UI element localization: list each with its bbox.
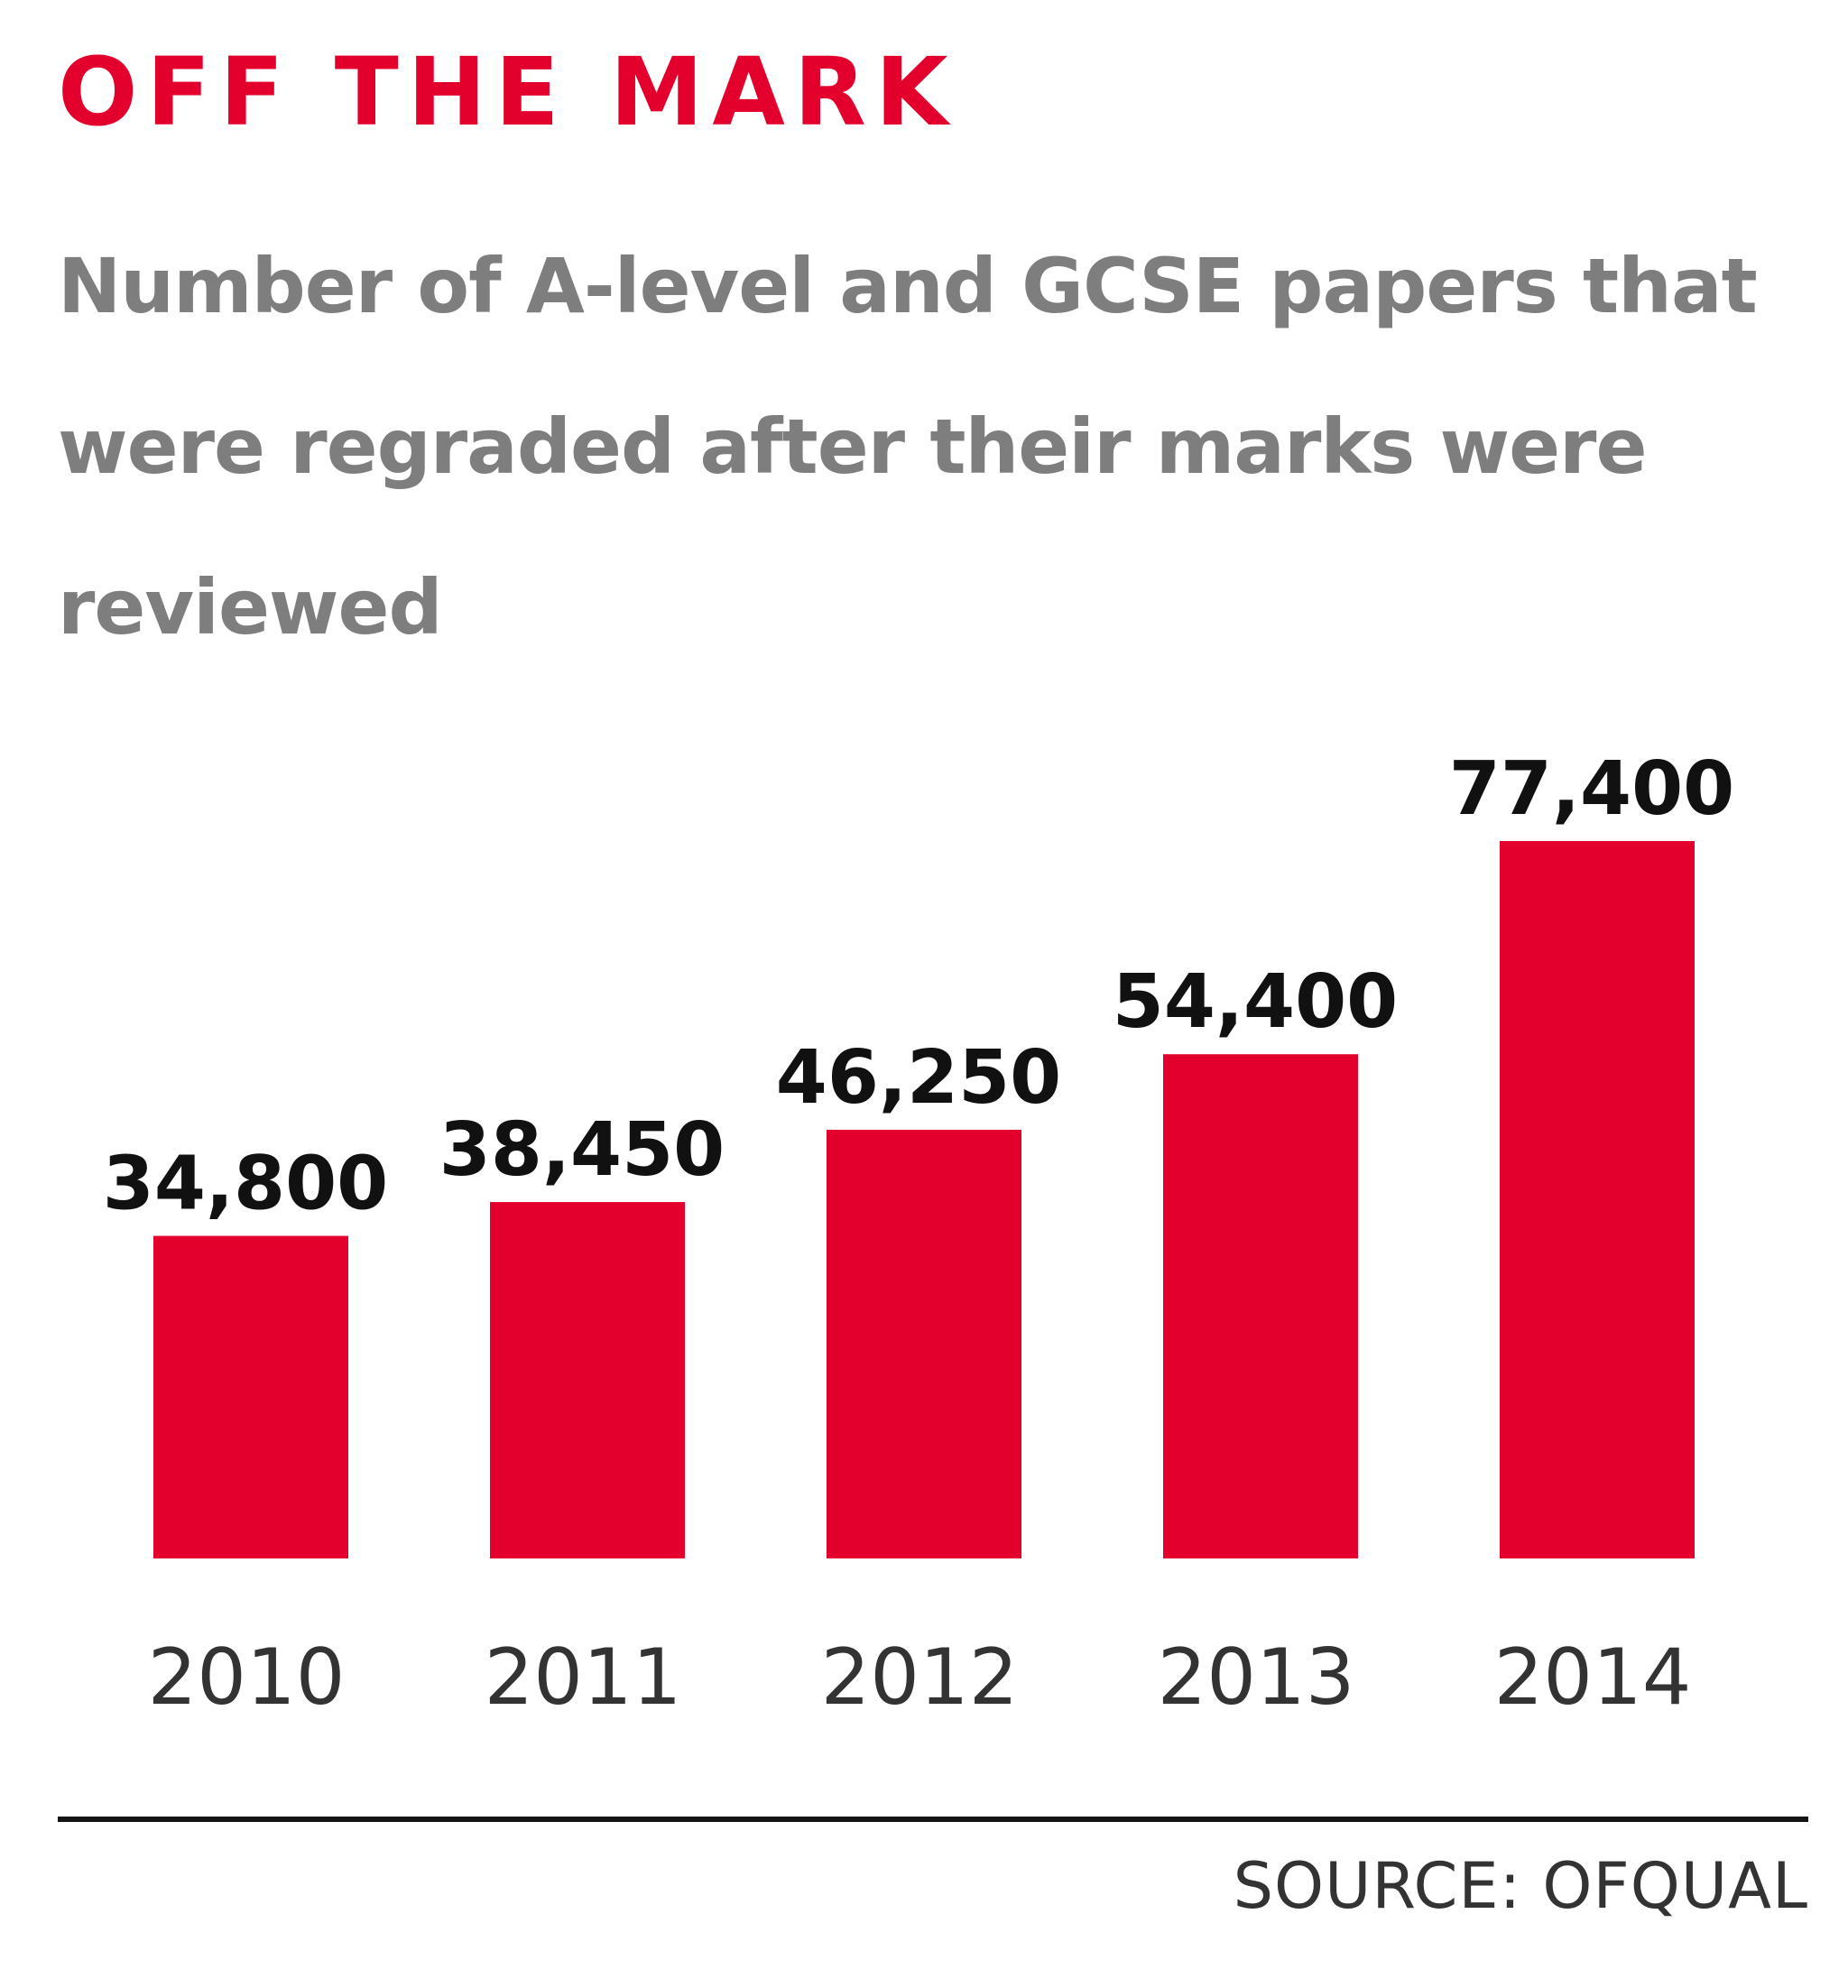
x-tick-label-2012: 2012	[821, 1632, 1019, 1723]
value-label-2013: 54,400	[1113, 959, 1398, 1045]
x-tick-label-2013: 2013	[1158, 1632, 1355, 1723]
source-note: SOURCE: OFQUAL	[1233, 1849, 1808, 1923]
footer-rule	[58, 1817, 1808, 1822]
bar-2012	[827, 1129, 1021, 1558]
bar-chart: 34,800 2010 38,450 2011 46,250 2012 54,400 2013…	[103, 746, 1734, 1723]
bar-2011	[490, 1202, 685, 1558]
chart-subtitle: Number of A-level and GCSE papers that w…	[58, 242, 1758, 652]
x-tick-label-2010: 2010	[148, 1632, 346, 1723]
bar-2014	[1500, 841, 1695, 1558]
value-label-2014: 77,400	[1449, 746, 1734, 832]
value-label-2012: 46,250	[776, 1035, 1061, 1121]
bar-2013	[1163, 1054, 1358, 1558]
x-tick-label-2014: 2014	[1494, 1632, 1692, 1723]
x-tick-label-2011: 2011	[485, 1632, 682, 1723]
value-label-2010: 34,800	[103, 1142, 388, 1227]
bar-2010	[153, 1235, 348, 1558]
value-label-2011: 38,450	[439, 1107, 725, 1193]
chart-title: OFF THE MARK	[58, 37, 957, 147]
